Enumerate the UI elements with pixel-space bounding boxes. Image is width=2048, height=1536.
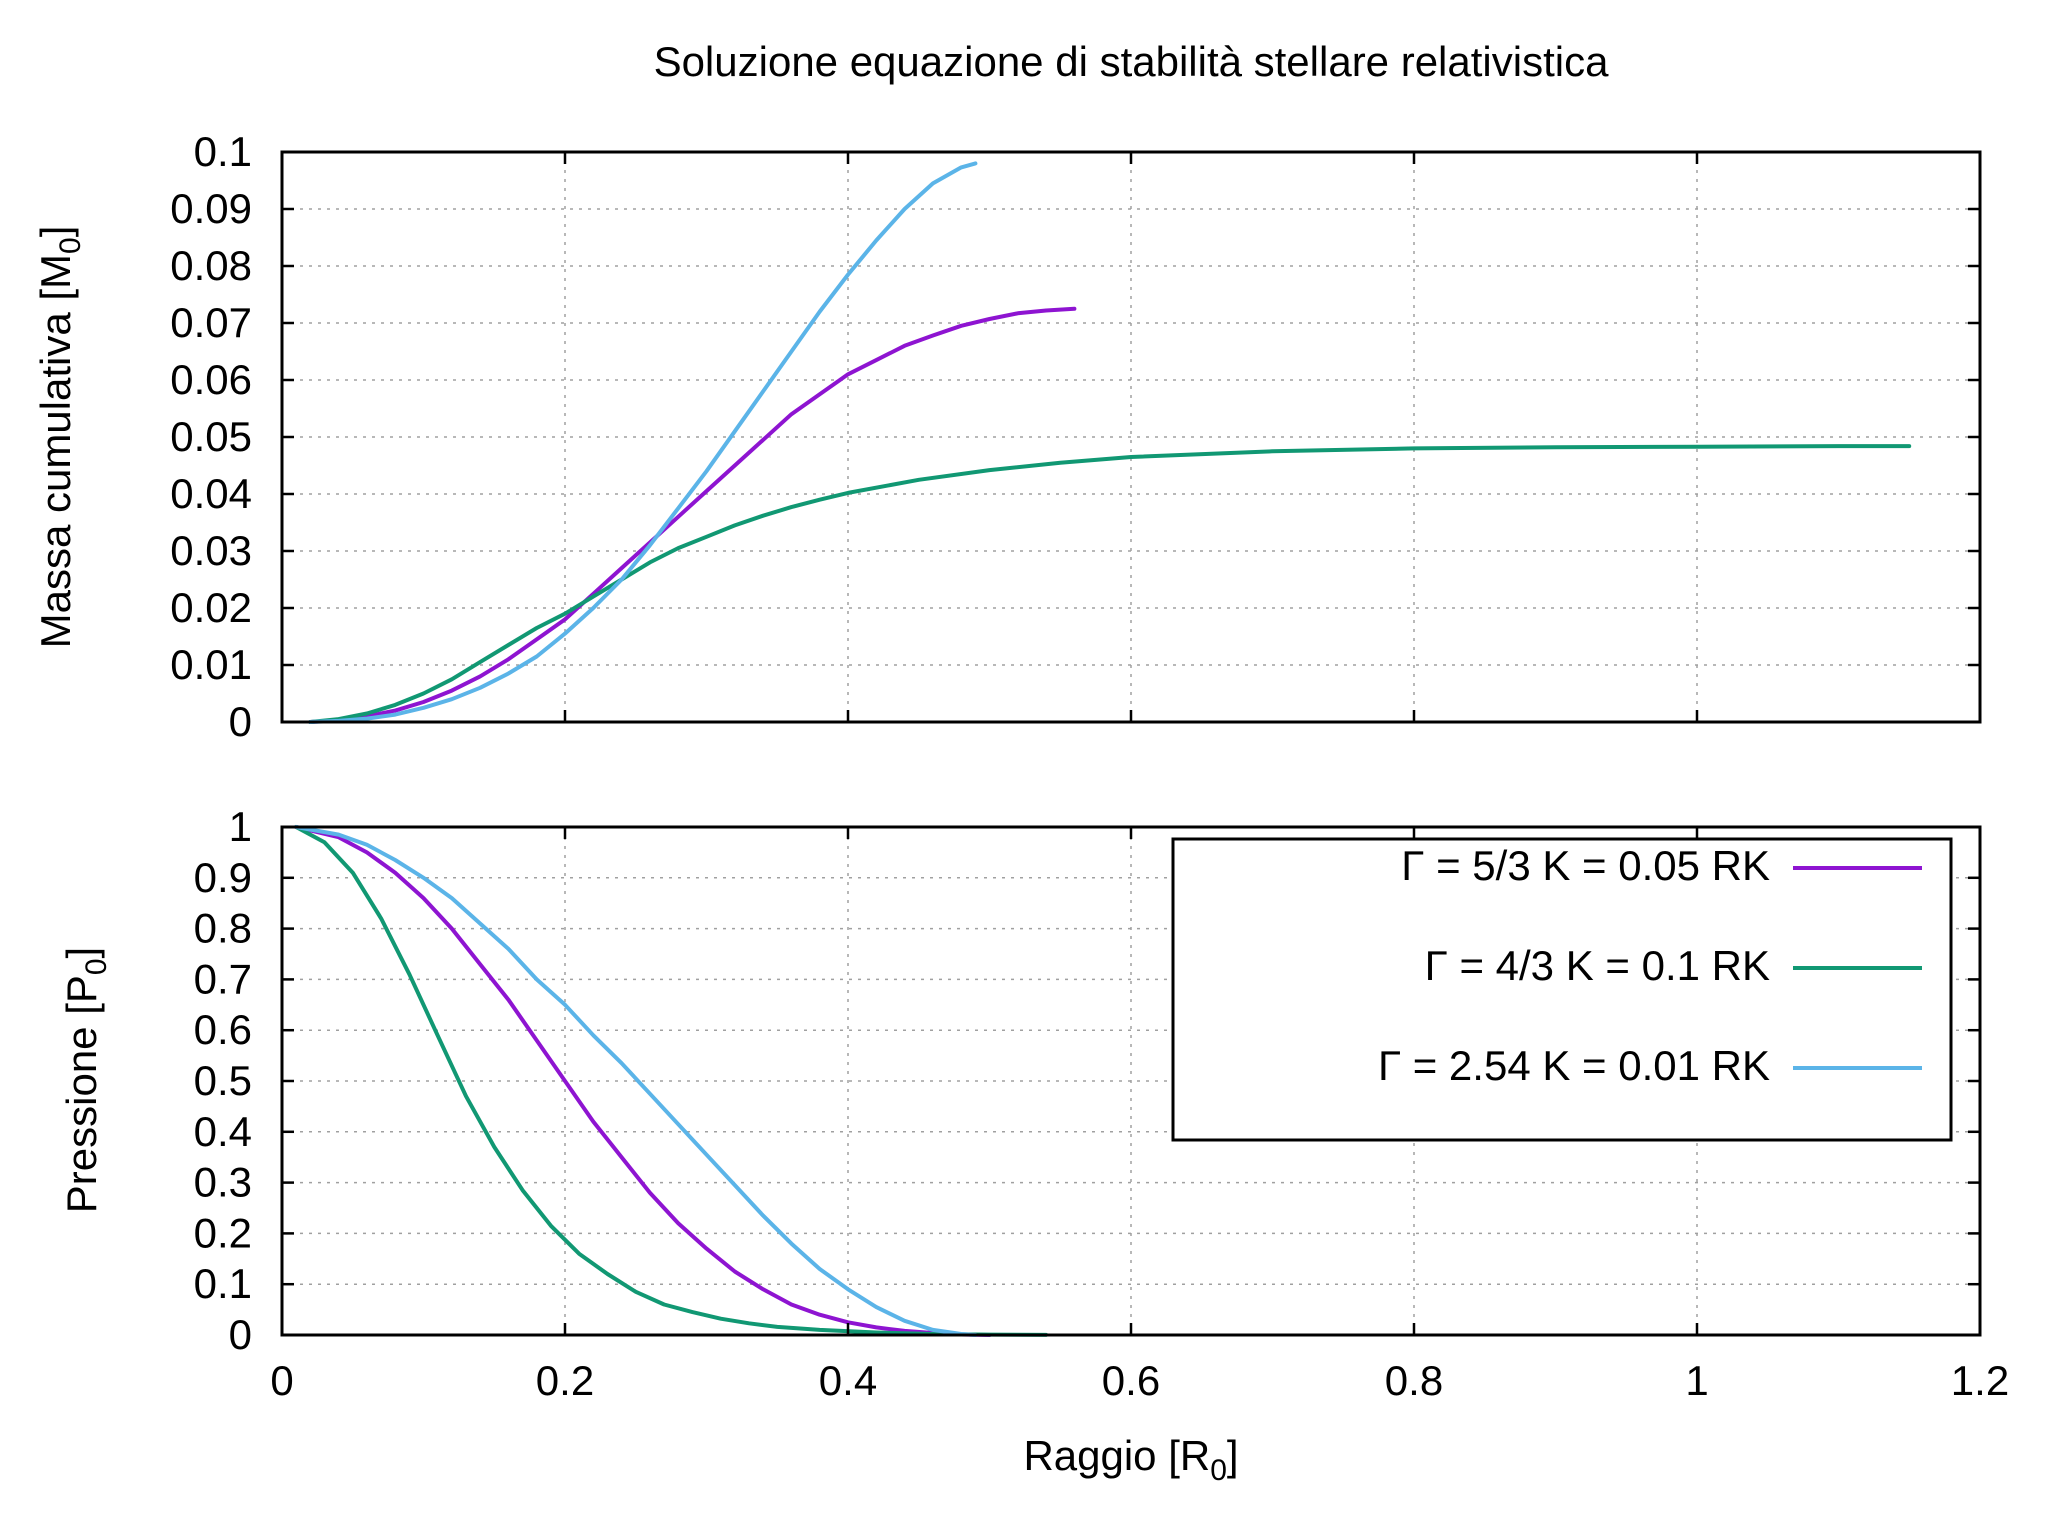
mass-grid [282,152,1980,722]
x-axis-title-sub: 0 [1210,1454,1227,1487]
pressure-y-tick-label: 0.9 [194,854,252,901]
legend-label: Γ = 2.54 K = 0.01 RK [1378,1042,1770,1089]
pressure-y-tick-label: 0.8 [194,905,252,952]
mass-y-tick-label: 0.06 [170,356,252,403]
mass-y-tick-label: 0.07 [170,299,252,346]
pressure-y-tick-label: 0.6 [194,1006,252,1053]
legend-box [1171,837,1953,1142]
mass-y-tick-label: 0.05 [170,413,252,460]
mass-y-tick-label: 0.08 [170,242,252,289]
pressure-y-tick-labels: 00.10.20.30.40.50.60.70.80.91 [194,803,252,1358]
legend-label: Γ = 4/3 K = 0.1 RK [1425,942,1770,989]
x-tick-label: 1.2 [1951,1357,2009,1404]
pressure-y-tick-label: 0 [229,1311,252,1358]
pressure-y-tick-label: 0.2 [194,1209,252,1256]
mass-y-axis-title-sub: 0 [54,237,87,254]
mass-y-axis-title-main: Massa cumulativa [M [32,254,79,648]
x-axis-title-end: ] [1227,1432,1239,1479]
x-tick-label: 0.4 [819,1357,877,1404]
mass-y-tick-label: 0.1 [194,128,252,175]
mass-series-line-purple [308,306,1077,724]
pressure-y-axis-title-main: Pressione [P [58,975,105,1213]
mass-y-tick-label: 0.02 [170,584,252,631]
pressure-panel: 00.10.20.30.40.50.60.70.80.91 0 0.2 0.4 0.6… [58,803,2009,1487]
pressure-y-axis-title-sub: 0 [80,958,113,975]
pressure-x-tick-labels: 0 0.2 0.4 0.6 0.8 1 1.2 [270,1357,2009,1404]
x-tick-label: 1 [1685,1357,1708,1404]
pressure-y-tick-label: 0.1 [194,1260,252,1307]
mass-y-tick-label: 0 [229,698,252,745]
mass-series-line-blue [308,161,978,724]
mass-y-tick-label: 0.09 [170,185,252,232]
mass-series-line-green [308,444,1912,724]
legend-label: Γ = 5/3 K = 0.05 RK [1401,842,1770,889]
x-tick-label: 0.2 [536,1357,594,1404]
mass-series-group [308,161,1912,724]
pressure-series-group [294,825,1049,1337]
pressure-y-axis-title: Pressione [P0] [58,947,113,1213]
pressure-y-tick-label: 0.4 [194,1108,252,1155]
mass-y-axis-title-end: ] [32,226,79,238]
legend-entries: Γ = 5/3 K = 0.05 RK Γ = 4/3 K = 0.1 RK Γ =… [1378,842,1922,1089]
pressure-y-tick-label: 0.7 [194,955,252,1002]
mass-y-tick-label: 0.01 [170,641,252,688]
x-axis-title: Raggio [R0] [1023,1432,1238,1487]
mass-panel: 0 0.01 0.02 0.03 0.04 0.05 0.06 0.07 0.08 0.09 0.1… [32,128,1982,745]
pressure-series-line-green [294,825,1049,1337]
mass-y-tick-label: 0.03 [170,527,252,574]
mass-y-tick-label: 0.04 [170,470,252,517]
pressure-series-line-blue [294,825,978,1337]
pressure-y-tick-label: 0.3 [194,1159,252,1206]
x-tick-label: 0.6 [1102,1357,1160,1404]
x-tick-label: 0.8 [1385,1357,1443,1404]
chart-title: Soluzione equazione di stabilità stellar… [654,38,1610,85]
mass-axis-ticks [280,150,1982,724]
mass-y-tick-labels: 0 0.01 0.02 0.03 0.04 0.05 0.06 0.07 0.08 0.09 0.1 [170,128,252,745]
x-tick-label: 0 [270,1357,293,1404]
pressure-axis-ticks [280,825,1982,1337]
pressure-y-axis-title-end: ] [58,947,105,959]
pressure-series-line-purple [294,825,992,1337]
pressure-y-tick-label: 0.5 [194,1057,252,1104]
legend: Γ = 5/3 K = 0.05 RK Γ = 4/3 K = 0.1 RK Γ =… [1171,837,1953,1142]
x-axis-title-main: Raggio [R [1023,1432,1210,1479]
pressure-y-tick-label: 1 [229,803,252,850]
mass-y-axis-title: Massa cumulativa [M0] [32,226,87,649]
